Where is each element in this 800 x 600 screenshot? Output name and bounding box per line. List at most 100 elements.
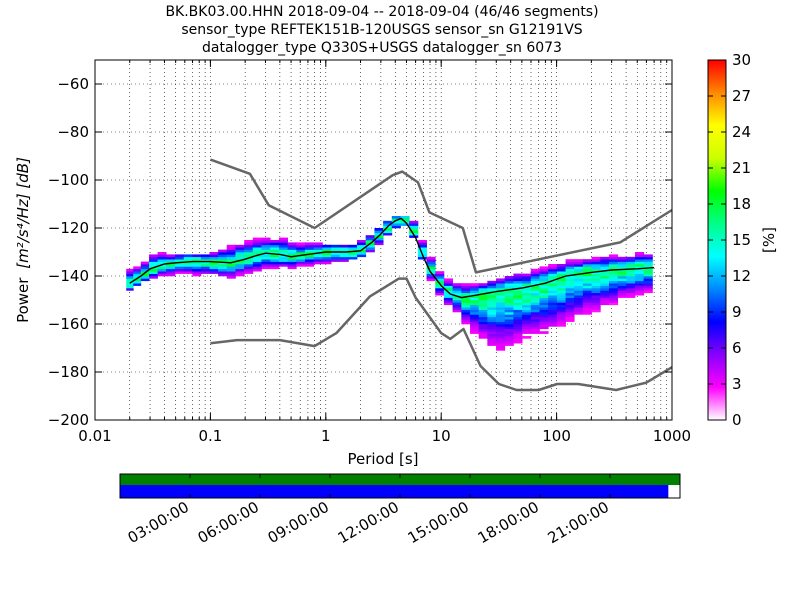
pdf-cell — [574, 278, 584, 282]
pdf-cell — [496, 343, 506, 346]
pdf-cell — [496, 319, 506, 322]
pdf-cell — [582, 302, 592, 306]
pdf-cell — [374, 237, 384, 241]
pdf-cell — [174, 268, 185, 272]
pdf-cell — [140, 268, 150, 272]
pdf-cell — [522, 328, 532, 332]
pdf-cell — [582, 273, 592, 277]
pdf-cell — [409, 228, 419, 231]
y-tick-label: −100 — [48, 171, 89, 189]
pdf-cell — [591, 261, 601, 265]
y-axis-label: Power [m²/s⁴/Hz] [dB] — [14, 157, 32, 323]
pdf-cell — [235, 244, 245, 248]
pdf-cell — [322, 261, 332, 265]
pdf-cell — [244, 244, 254, 248]
pdf-cell — [356, 249, 367, 253]
time-tick-label: 06:00:00 — [195, 498, 262, 547]
pdf-cell — [530, 316, 540, 320]
pdf-cell — [600, 290, 610, 294]
colorbar-tick-label: 18 — [732, 195, 751, 213]
pdf-cell — [539, 326, 549, 330]
pdf-cell — [530, 328, 540, 332]
pdf-cell — [591, 288, 601, 291]
pdf-cell — [487, 300, 497, 303]
pdf-cell — [565, 295, 575, 298]
pdf-cell — [270, 242, 280, 246]
pdf-cell — [504, 300, 514, 303]
pdf-cell — [539, 283, 549, 286]
pdf-cell — [530, 285, 540, 289]
pdf-cell — [582, 261, 592, 265]
pdf-cell — [374, 230, 384, 234]
pdf-cell — [556, 273, 566, 277]
pdf-cell — [487, 309, 497, 313]
pdf-cell — [565, 292, 575, 296]
pdf-cell — [126, 280, 134, 284]
pdf-cell — [313, 254, 323, 258]
pdf-cell — [556, 312, 566, 315]
pdf-cell — [470, 302, 480, 306]
pdf-cell — [174, 259, 185, 262]
y-tick-label: −120 — [48, 219, 89, 237]
pdf-cell — [634, 285, 645, 289]
pdf-cell — [322, 247, 332, 250]
pdf-cell — [522, 295, 532, 298]
pdf-cell — [556, 316, 566, 320]
pdf-cell — [608, 261, 619, 265]
pdf-cell — [626, 295, 636, 298]
pdf-cell — [513, 321, 523, 325]
pdf-cell — [313, 256, 323, 260]
pdf-cell — [478, 321, 488, 325]
pdf-cell — [409, 223, 419, 226]
pdf-cell — [513, 283, 523, 286]
pdf-cell — [149, 264, 159, 267]
pdf-cell — [461, 292, 471, 296]
pdf-cell — [600, 283, 610, 286]
pdf-cell — [487, 302, 497, 306]
pdf-cell — [556, 280, 566, 284]
pdf-cell — [591, 280, 601, 284]
pdf-cell — [391, 223, 401, 226]
pdf-cell — [574, 304, 584, 308]
pdf-cell — [452, 300, 462, 303]
pdf-cell — [513, 304, 523, 308]
pdf-cell — [504, 328, 514, 332]
pdf-cell — [522, 331, 532, 334]
y-axis-label-units: [m²/s⁴/Hz] [dB] — [14, 157, 32, 269]
pdf-cell — [461, 304, 471, 308]
pdf-cell — [643, 283, 653, 286]
pdf-cell — [617, 276, 627, 279]
pdf-cell — [478, 304, 488, 308]
pdf-cell — [608, 271, 619, 274]
pdf-cell — [530, 278, 540, 282]
pdf-cell — [287, 242, 297, 246]
nhnm-line — [209, 158, 673, 274]
pdf-cell — [383, 232, 393, 236]
pdf-cell — [565, 264, 575, 267]
pdf-cell — [218, 266, 228, 270]
pdf-cell — [634, 276, 645, 279]
pdf-cell — [496, 304, 506, 308]
pdf-cell — [470, 316, 480, 320]
pdf-cell — [574, 290, 584, 294]
pdf-cell — [608, 259, 619, 262]
pdf-cell — [556, 268, 566, 272]
pdf-cell — [643, 261, 653, 265]
pdf-cell — [582, 290, 592, 294]
pdf-cell — [539, 266, 549, 270]
pdf-cell — [487, 283, 497, 286]
pdf-cell — [452, 297, 462, 301]
pdf-cell — [487, 295, 497, 298]
pdf-cell — [574, 285, 584, 289]
pdf-cell — [192, 271, 202, 274]
pdf-cell — [530, 321, 540, 325]
pdf-cell — [548, 292, 558, 296]
pdf-cell — [461, 285, 471, 289]
pdf-cell — [183, 254, 193, 258]
pdf-cell — [643, 256, 653, 260]
pdf-cell — [261, 237, 271, 241]
pdf-cell — [513, 324, 523, 327]
pdf-cell — [452, 283, 462, 286]
x-tick-label: 0.1 — [198, 427, 222, 445]
pdf-cell — [487, 343, 497, 346]
